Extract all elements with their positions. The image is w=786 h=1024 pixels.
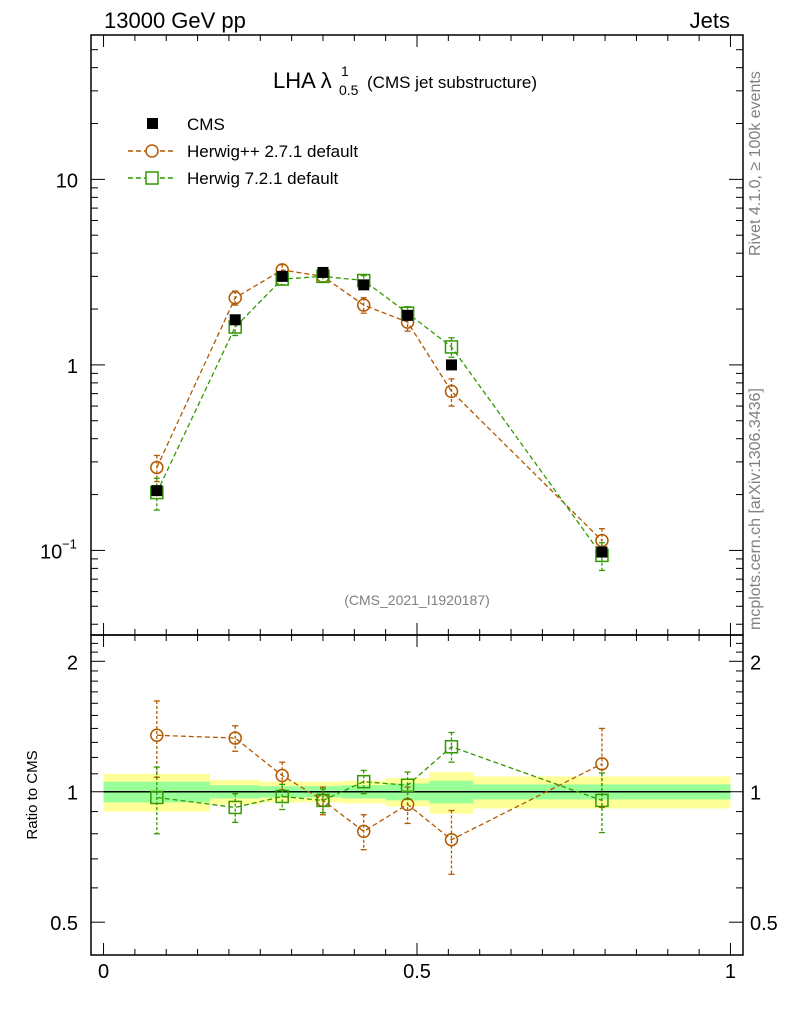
- ratio-herwigpp-point: [356, 824, 371, 839]
- ratio-y-tick-label: 0.5: [50, 913, 78, 935]
- herwigpp-point: [444, 384, 459, 399]
- ratio-herwigpp-point: [228, 731, 242, 745]
- herwig7-point: [444, 340, 459, 354]
- ratio-y-tick-label-right: 0.5: [750, 913, 778, 935]
- herwigpp-point: [228, 291, 242, 305]
- legend-herwigpp-label: Herwig++ 2.7.1 default: [187, 142, 358, 161]
- cms-point: [445, 359, 457, 371]
- legend-herwig7-marker: [145, 171, 159, 185]
- ratio-herwig7-point: [316, 793, 330, 808]
- chart-title-suffix: (CMS jet substructure): [367, 73, 537, 92]
- rivet-version-label: Rivet 4.1.0, ≥ 100k events: [747, 71, 764, 256]
- legend-cms-marker: [147, 118, 158, 129]
- ratio-axis-label: Ratio to CMS: [24, 750, 41, 839]
- main-panel-data: [150, 263, 609, 572]
- ratio-y-tick-label-right: 1: [750, 783, 761, 805]
- chart-title-subscript: 0.5: [339, 82, 359, 98]
- x-tick-label: 1: [725, 961, 736, 983]
- herwigpp-point: [150, 460, 164, 475]
- cms-point: [358, 279, 370, 291]
- ratio-herwig7-point: [595, 793, 609, 808]
- legend-cms-label: CMS: [187, 115, 225, 134]
- cms-point: [151, 485, 163, 497]
- ratio-y-tick-label: 1: [67, 783, 78, 805]
- header-process-label: Jets: [690, 8, 730, 33]
- ratio-herwigpp-point: [595, 757, 609, 771]
- legend-herwigpp-marker: [145, 144, 159, 158]
- ratio-herwig7-point: [150, 790, 164, 805]
- y-tick-label: 10: [56, 170, 78, 192]
- cms-point: [229, 314, 241, 326]
- y-tick-label: 10: [40, 541, 62, 563]
- ratio-y-tick-label-right: 2: [750, 652, 761, 674]
- ratio-herwigpp-point: [275, 768, 289, 783]
- ratio-uncertainty-bands: [103, 772, 731, 814]
- y-tick-label: 1: [67, 356, 78, 378]
- ratio-herwig7-point: [228, 800, 242, 815]
- ratio-herwig7-line: [156, 746, 603, 809]
- chart-title-superscript: 1: [341, 63, 349, 79]
- x-tick-label: 0.5: [403, 961, 431, 983]
- ratio-herwigpp-line: [156, 734, 603, 841]
- legend: CMS Herwig++ 2.7.1 default Herwig 7.2.1 …: [128, 115, 358, 188]
- ratio-herwigpp-point: [444, 832, 459, 847]
- cms-point: [596, 546, 608, 558]
- ratio-herwig7-point: [400, 778, 415, 793]
- analysis-id-label: (CMS_2021_I1920187): [344, 592, 490, 608]
- cms-point: [317, 266, 329, 278]
- chart-title: LHA λ: [273, 68, 332, 93]
- ratio-herwig7-point: [275, 789, 289, 804]
- mcplots-credit-label: mcplots.cern.ch [arXiv:1306.3436]: [747, 388, 764, 630]
- ratio-herwig7-point: [356, 774, 371, 789]
- legend-herwig7-label: Herwig 7.2.1 default: [187, 169, 338, 188]
- herwigpp-line: [156, 269, 603, 542]
- cms-point: [402, 309, 414, 321]
- y-tick-label-exponent: −1: [62, 536, 77, 551]
- cms-point: [276, 270, 288, 282]
- header-energy-label: 13000 GeV pp: [104, 8, 246, 33]
- ratio-panel-data: [150, 700, 609, 875]
- x-tick-label: 0: [98, 961, 109, 983]
- ratio-herwigpp-point: [150, 728, 164, 743]
- ratio-herwig7-point: [444, 740, 459, 754]
- ratio-y-tick-label: 2: [67, 652, 78, 674]
- herwig7-line: [156, 275, 603, 556]
- herwigpp-point: [356, 298, 371, 312]
